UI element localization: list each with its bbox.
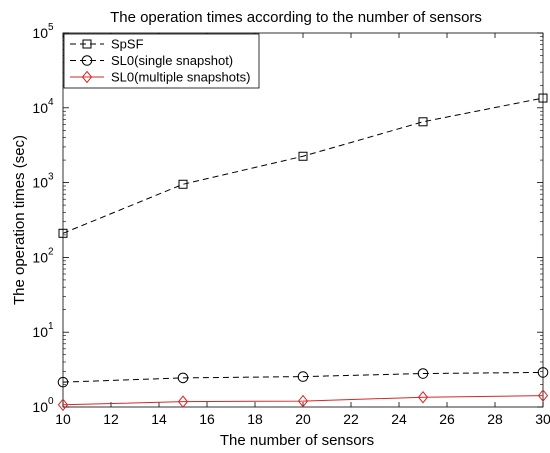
x-tick-label: 14	[151, 411, 167, 427]
data-point-circle	[57, 376, 69, 388]
plot-background	[63, 33, 543, 407]
y-tick-label: 10	[32, 399, 48, 415]
series-0	[58, 93, 548, 238]
x-tick-label: 24	[391, 411, 407, 427]
x-tick-label: 30	[535, 411, 550, 427]
data-point-diamond	[417, 390, 429, 404]
data-point-diamond	[177, 395, 189, 408]
data-point-square	[538, 93, 548, 103]
legend-entry: SL0(single snapshot)	[70, 53, 233, 68]
series-2	[57, 389, 549, 412]
data-point-diamond	[537, 389, 549, 402]
data-point-diamond	[297, 394, 309, 408]
chart-title: The operation times according to the num…	[110, 9, 482, 26]
x-tick-label: 10	[55, 411, 71, 427]
x-tick-label: 16	[199, 411, 215, 427]
legend-label: SpSF	[111, 37, 144, 52]
x-tick-label: 20	[295, 411, 311, 427]
data-point-circle	[81, 55, 93, 66]
y-axis-label: The operation times (sec)	[11, 135, 28, 305]
y-tick-label: 10	[32, 324, 48, 340]
x-tick-label: 18	[247, 411, 263, 427]
y-tick-label: 10	[32, 249, 48, 265]
data-point-diamond	[81, 70, 93, 84]
y-tick-label: 10	[32, 100, 48, 116]
y-tick-exponent: 2	[48, 246, 54, 257]
x-tick-label: 22	[343, 411, 359, 427]
legend-box	[63, 33, 260, 89]
plot-area	[63, 33, 543, 407]
y-tick-exponent: 5	[48, 22, 54, 33]
data-point-square	[178, 179, 188, 189]
y-tick-exponent: 4	[48, 97, 54, 108]
data-point-square	[418, 117, 428, 127]
y-tick-exponent: 0	[48, 396, 54, 407]
data-point-diamond	[57, 398, 69, 412]
data-point-circle	[177, 372, 189, 384]
y-tick-label: 10	[32, 175, 48, 191]
legend-entry: SpSF	[70, 37, 144, 52]
legend-label: SL0(multiple snapshots)	[111, 70, 250, 85]
data-point-square	[58, 228, 68, 238]
legend-entry: SL0(multiple snapshots)	[70, 70, 250, 85]
series-line	[62, 97, 544, 234]
y-tick-exponent: 3	[48, 172, 54, 183]
x-axis-label: The number of sensors	[220, 432, 374, 449]
y-tick-exponent: 1	[48, 321, 54, 332]
data-point-circle	[417, 368, 429, 379]
series-1	[57, 367, 549, 388]
x-tick-label: 26	[439, 411, 455, 427]
data-point-circle	[537, 367, 549, 378]
x-tick-label: 28	[487, 411, 503, 427]
series-layer	[57, 93, 549, 412]
data-point-circle	[297, 371, 309, 382]
data-point-square	[82, 39, 92, 49]
legend-label: SL0(single snapshot)	[111, 53, 233, 68]
data-point-square	[298, 151, 308, 161]
y-tick-label: 10	[32, 25, 48, 41]
series-line	[62, 395, 544, 406]
series-line	[62, 371, 544, 383]
x-tick-label: 12	[103, 411, 119, 427]
